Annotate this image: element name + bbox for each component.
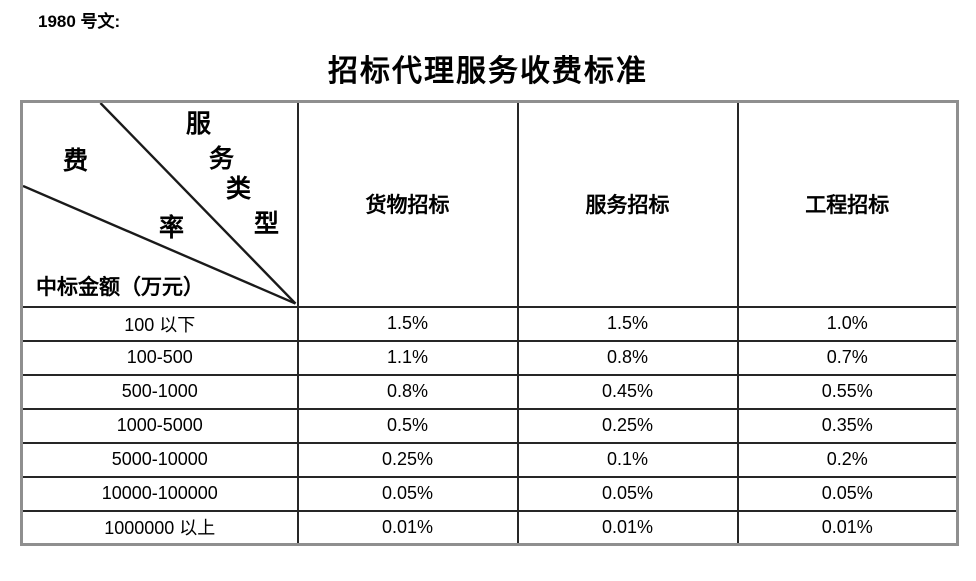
fee-value: 0.5% <box>296 407 519 444</box>
row-range-label: 5000-10000 <box>20 441 299 478</box>
corner-amount-label: 中标金额（万元） <box>36 274 204 299</box>
table-row: 500-1000 0.8% 0.45% 0.55% <box>20 373 959 410</box>
fee-value: 0.01% <box>516 509 739 546</box>
row-range-label: 500-1000 <box>20 373 299 410</box>
fee-value: 0.45% <box>516 373 739 410</box>
corner-service-char-3: 类 <box>226 176 252 203</box>
table-row: 100-500 1.1% 0.8% 0.7% <box>20 339 959 376</box>
fee-value: 0.01% <box>296 509 519 546</box>
fee-value: 0.05% <box>736 475 959 512</box>
fee-value: 1.1% <box>296 339 519 376</box>
corner-service-char-4: 型 <box>254 211 280 238</box>
corner-fee-char-1: 费 <box>63 148 89 175</box>
fee-value: 0.25% <box>296 441 519 478</box>
row-range-label: 1000-5000 <box>20 407 299 444</box>
column-header-engineering: 工程招标 <box>736 100 959 308</box>
fee-value: 0.05% <box>516 475 739 512</box>
fee-value: 0.35% <box>736 407 959 444</box>
corner-service-char-2: 务 <box>209 146 235 173</box>
table-row: 100 以下 1.5% 1.5% 1.0% <box>20 305 959 342</box>
fee-value: 0.1% <box>516 441 739 478</box>
fee-value: 0.2% <box>736 441 959 478</box>
corner-service-char-1: 服 <box>186 111 212 138</box>
row-range-label: 100-500 <box>20 339 299 376</box>
column-header-service: 服务招标 <box>516 100 739 308</box>
fee-value: 1.5% <box>516 305 739 342</box>
table-row: 5000-10000 0.25% 0.1% 0.2% <box>20 441 959 478</box>
diagonal-corner-cell: 费 率 服 务 类 型 中标金额（万元） <box>20 100 299 308</box>
table-row: 1000-5000 0.5% 0.25% 0.35% <box>20 407 959 444</box>
table-row: 10000-100000 0.05% 0.05% 0.05% <box>20 475 959 512</box>
fee-standard-table: 费 率 服 务 类 型 中标金额（万元） 货物招标 服务招标 工程招标 100 … <box>20 100 959 546</box>
corner-fee-char-2: 率 <box>159 215 185 242</box>
fee-value: 1.5% <box>296 305 519 342</box>
page-title: 招标代理服务收费标准 <box>328 55 648 88</box>
fee-value: 0.8% <box>296 373 519 410</box>
fee-value: 1.0% <box>736 305 959 342</box>
fee-value: 0.55% <box>736 373 959 410</box>
diagonal-corner-inner: 费 率 服 务 类 型 中标金额（万元） <box>23 103 297 306</box>
table-row: 1000000 以上 0.01% 0.01% 0.01% <box>20 509 959 546</box>
fee-value: 0.01% <box>736 509 959 546</box>
table-header-row: 费 率 服 务 类 型 中标金额（万元） 货物招标 服务招标 工程招标 <box>20 100 959 308</box>
row-range-label: 100 以下 <box>20 305 299 342</box>
column-header-goods: 货物招标 <box>296 100 519 308</box>
fee-value: 0.05% <box>296 475 519 512</box>
fee-value: 0.8% <box>516 339 739 376</box>
fee-value: 0.25% <box>516 407 739 444</box>
row-range-label: 1000000 以上 <box>20 509 299 546</box>
row-range-label: 10000-100000 <box>20 475 299 512</box>
diagonal-divider-lines <box>23 103 297 305</box>
doc-number-label: 1980 号文: <box>38 12 121 31</box>
fee-value: 0.7% <box>736 339 959 376</box>
